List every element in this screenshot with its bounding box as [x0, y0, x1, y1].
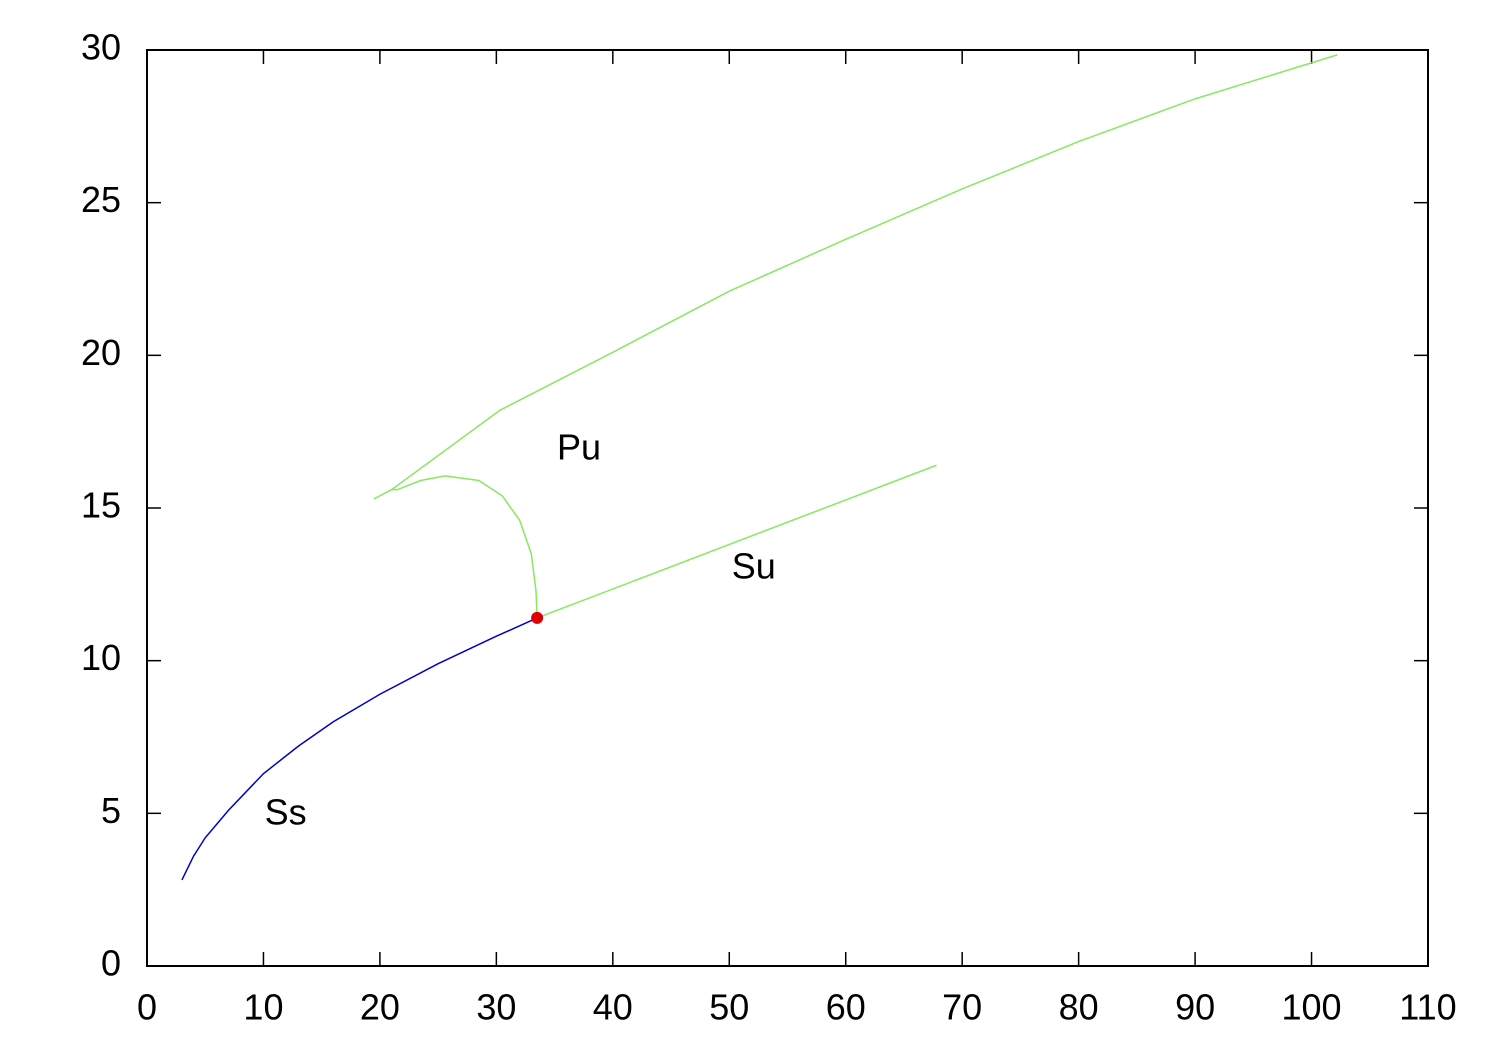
series-line — [181, 617, 538, 881]
x-tick-label: 80 — [1059, 987, 1099, 1028]
annotation: Pu — [557, 427, 601, 468]
x-tick-label: 20 — [360, 987, 400, 1028]
plot-frame — [146, 49, 1429, 967]
x-tick-label: 10 — [243, 987, 283, 1028]
annotation: Su — [732, 546, 776, 587]
y-tick-label: 0 — [101, 943, 121, 984]
x-tick-label: 70 — [942, 987, 982, 1028]
x-tick-label: 60 — [826, 987, 866, 1028]
x-tick-label: 40 — [593, 987, 633, 1028]
x-tick-label: 100 — [1282, 987, 1342, 1028]
annotation: Ss — [265, 791, 307, 832]
y-tick-label: 15 — [81, 485, 121, 526]
y-tick-label: 20 — [81, 332, 121, 373]
series-line — [390, 475, 538, 618]
x-tick-label: 110 — [1399, 987, 1456, 1028]
y-tick-label: 5 — [101, 790, 121, 831]
y-tick-label: 30 — [81, 27, 121, 68]
point — [531, 611, 544, 624]
series-line — [536, 464, 937, 619]
x-tick-label: 0 — [137, 987, 157, 1028]
series-line — [373, 54, 1338, 500]
y-tick-label: 25 — [81, 179, 121, 220]
x-tick-label: 30 — [476, 987, 516, 1028]
x-tick-label: 90 — [1175, 987, 1215, 1028]
y-tick-label: 10 — [81, 637, 121, 678]
x-tick-label: 50 — [709, 987, 749, 1028]
